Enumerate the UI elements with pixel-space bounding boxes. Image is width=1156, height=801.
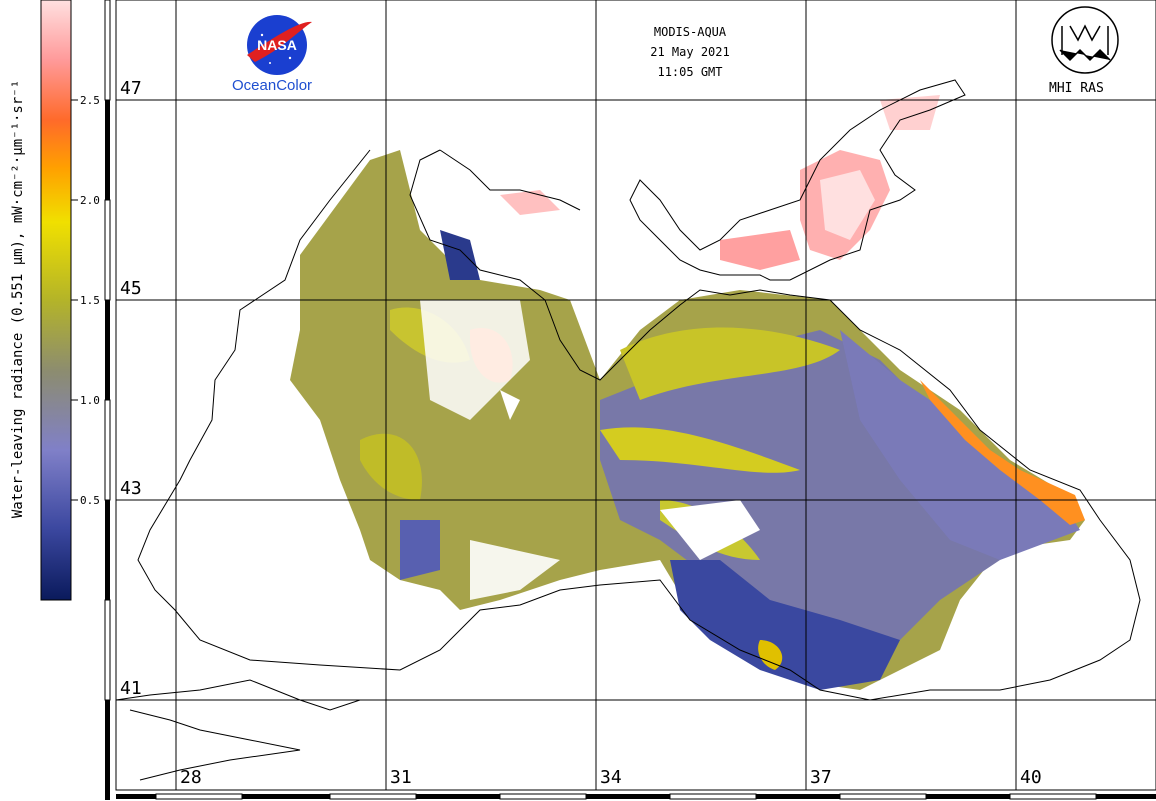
latitude-label: 45	[120, 278, 142, 299]
mhi-caption: MHI RAS	[1049, 81, 1104, 96]
longitude-label: 28	[180, 767, 202, 788]
latitude-label: 41	[120, 678, 142, 699]
colorbar-title-text: Water-leaving radiance (0.551 µm), mW·cm…	[10, 79, 26, 519]
nasa-logo-text: NASA	[257, 37, 297, 53]
longitude-label: 31	[390, 767, 412, 788]
oceancolor-caption: OceanColor	[232, 77, 313, 94]
colorbar-tick-label: 1.0	[80, 394, 100, 407]
colorbar-tick-label: 1.5	[80, 294, 100, 307]
longitude-label: 37	[810, 767, 832, 788]
nasa-logo: NASA	[247, 15, 312, 75]
mhi-logo	[1051, 6, 1119, 74]
longitude-label: 34	[600, 767, 622, 788]
radiance-field	[290, 95, 1085, 690]
time-label: 11:05 GMT	[657, 65, 723, 79]
bottom-axis-ruler	[116, 793, 1156, 800]
colorbar-ticks	[71, 99, 78, 501]
grid	[116, 0, 1156, 790]
left-axis-ruler	[104, 0, 111, 800]
latitude-label: 43	[120, 478, 142, 499]
colorbar-tick-label: 2.5	[80, 94, 100, 107]
colorbar-tick-label: 0.5	[80, 494, 100, 507]
colorbar-tick-label: 2.0	[80, 194, 100, 207]
instrument-label: MODIS-AQUA	[653, 25, 727, 39]
colorbar-gradient	[40, 0, 72, 601]
colorbar-title: Water-leaving radiance (0.551 µm), mW·cm…	[0, 0, 40, 600]
coastline	[115, 79, 1141, 781]
date-label: 21 May 2021	[650, 45, 730, 59]
longitude-label: 40	[1020, 767, 1042, 788]
latitude-label: 47	[120, 78, 142, 99]
